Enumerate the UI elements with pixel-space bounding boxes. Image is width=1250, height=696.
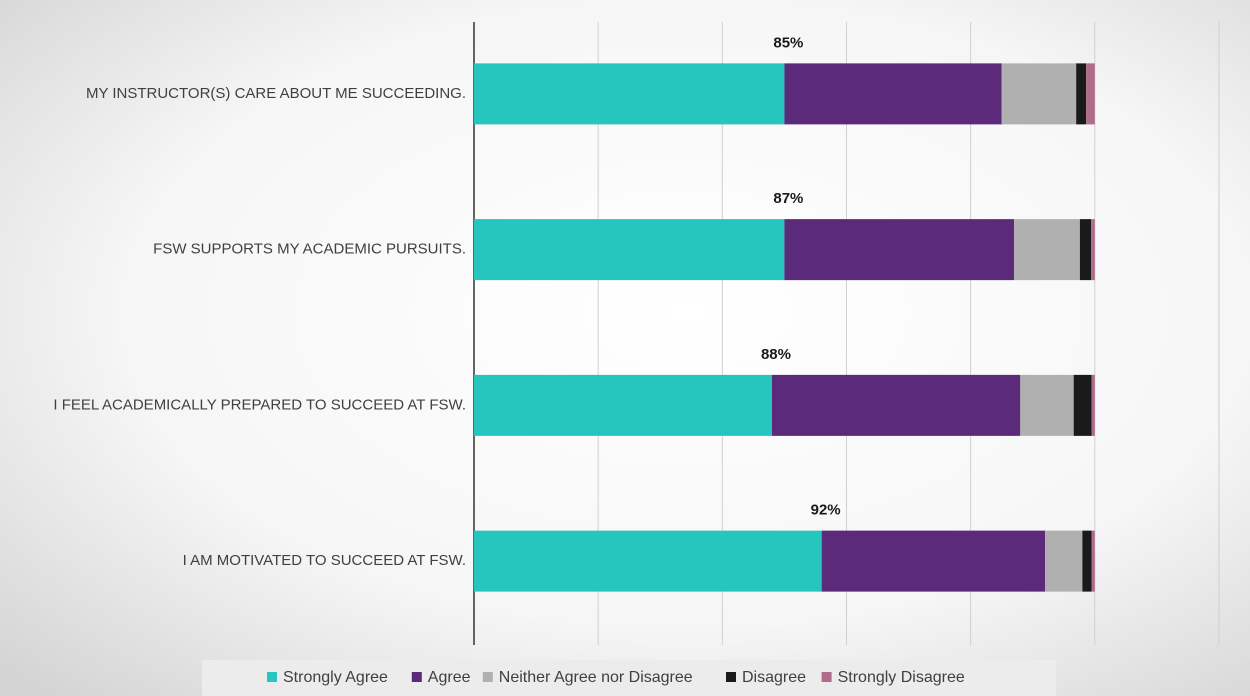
bar-segment: [474, 63, 785, 125]
bar-segment: [1076, 63, 1087, 125]
bar-segment: [1082, 530, 1092, 592]
category-label: MY INSTRUCTOR(S) CARE ABOUT ME SUCCEEDIN…: [86, 85, 466, 102]
bar-segment: [1014, 219, 1080, 281]
bar-segment: [1073, 374, 1092, 436]
total-label: 92%: [811, 502, 841, 519]
bar-segment: [1091, 219, 1095, 281]
legend-box: [202, 660, 1056, 696]
category-label: FSW SUPPORTS MY ACADEMIC PURSUITS.: [153, 241, 466, 258]
legend-label: Strongly Agree: [283, 669, 388, 686]
category-label: I FEEL ACADEMICALLY PREPARED TO SUCCEED …: [53, 396, 466, 413]
bar-segment: [1020, 374, 1074, 436]
total-label: 88%: [761, 346, 791, 363]
legend-label: Agree: [428, 669, 471, 686]
legend-swatch: [726, 672, 736, 682]
bar-segment: [474, 219, 785, 281]
legend-label: Neither Agree nor Disagree: [499, 669, 693, 686]
total-label: 87%: [773, 190, 803, 207]
bar-segment: [474, 374, 772, 436]
bar-segment: [1079, 219, 1092, 281]
legend-swatch: [411, 672, 422, 682]
legend-swatch: [267, 672, 277, 682]
bar-segment: [1045, 530, 1083, 592]
bar-segment: [1091, 530, 1095, 592]
bar-segment: [1086, 63, 1095, 125]
bar-segment: [821, 530, 1046, 592]
bar-segment: [784, 63, 1002, 125]
category-label: I AM MOTIVATED TO SUCCEED AT FSW.: [183, 552, 466, 569]
total-label: 85%: [773, 34, 803, 51]
legend-label: Disagree: [742, 669, 806, 686]
bar-segment: [784, 219, 1015, 281]
bar-segment: [1091, 374, 1095, 436]
bar-segment: [771, 374, 1021, 436]
bar-segment: [1001, 63, 1077, 125]
bar-segment: [474, 530, 822, 592]
legend-swatch: [821, 672, 832, 682]
legend-swatch: [482, 672, 493, 682]
legend-label: Strongly Disagree: [838, 669, 965, 686]
